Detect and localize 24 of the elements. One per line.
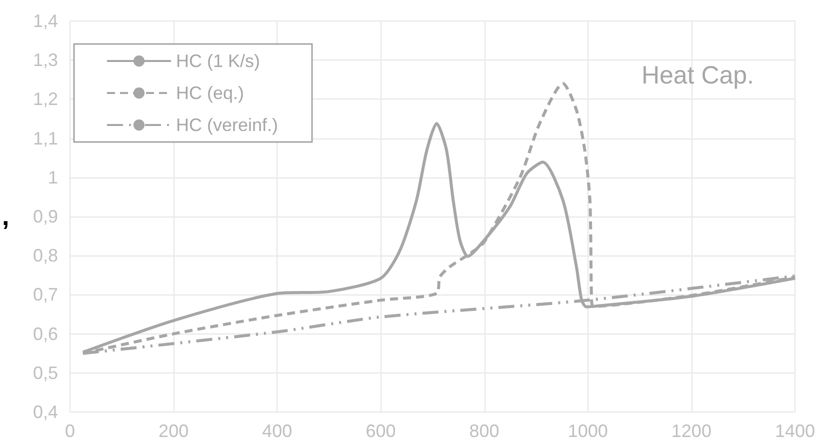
y-tick-label: 1,4 — [32, 11, 58, 31]
x-tick-label: 0 — [64, 421, 76, 441]
x-tick-label: 1000 — [568, 421, 608, 441]
y-tick-label: 0,4 — [32, 402, 58, 422]
y-tick-label: 0,8 — [32, 246, 58, 266]
x-tick-label: 600 — [366, 421, 396, 441]
x-tick-label: 200 — [158, 421, 189, 441]
y-tick-label: 0,7 — [32, 284, 58, 305]
y-tick-label: 1 — [48, 167, 58, 188]
legend-label: HC (vereinf.) — [176, 115, 278, 135]
x-tick-label: 800 — [469, 421, 500, 441]
legend-label: HC (1 K/s) — [176, 51, 260, 71]
y-tick-label: 0,9 — [32, 206, 58, 226]
y-axis-title: , — [2, 201, 10, 231]
y-tick-label: 1,3 — [32, 50, 58, 70]
legend-label: HC (eq.) — [176, 83, 244, 103]
y-tick-label: 0,6 — [32, 324, 58, 344]
x-tick-label: 1200 — [671, 421, 712, 441]
text: Heat Cap. — [641, 62, 754, 90]
y-tick-label: 0,5 — [32, 362, 58, 383]
x-tick-label: 400 — [262, 421, 292, 441]
y-tick-label: 1,2 — [32, 89, 58, 110]
y-tick-label: 1,1 — [32, 128, 58, 148]
x-tick-label: 1400 — [774, 421, 816, 441]
